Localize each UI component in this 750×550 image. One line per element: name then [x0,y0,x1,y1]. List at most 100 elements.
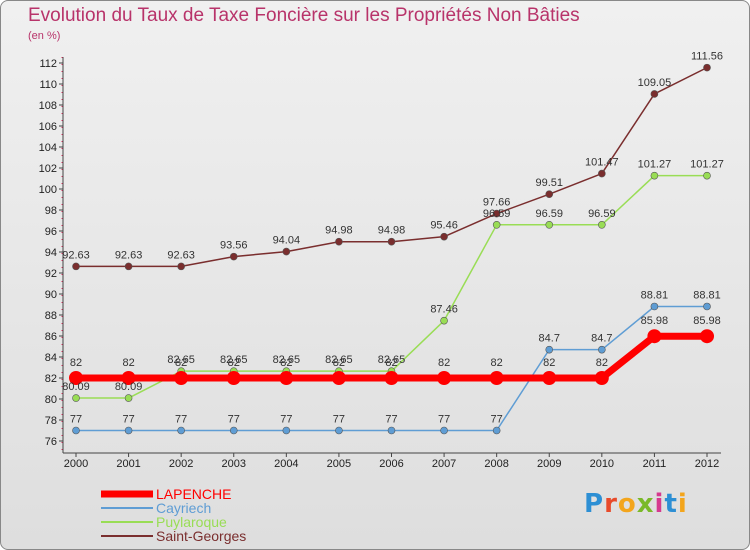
data-label: 111.56 [691,51,723,63]
x-tick-label: 2003 [222,458,246,470]
data-label: 97.66 [483,197,511,209]
data-label: 95.46 [430,220,458,232]
data-label: 82 [70,357,82,369]
data-point [124,394,133,402]
legend-entry: Puylaroque [156,514,227,530]
data-point [703,63,711,72]
data-point [124,262,133,271]
data-label: 77 [70,414,82,426]
y-tick-label: 100 [39,184,57,196]
data-label: 94.04 [273,235,301,247]
data-point [545,190,554,198]
data-point [703,171,711,180]
data-label: 101.47 [585,157,619,169]
x-tick-label: 2010 [590,458,614,470]
y-tick-label: 106 [39,121,57,133]
data-point [703,302,711,311]
data-point [384,371,399,385]
y-tick-label: 88 [45,310,57,322]
data-label: 77 [122,414,134,426]
x-tick-label: 2012 [695,458,719,470]
data-point [387,237,396,246]
data-label: 109.05 [638,77,672,89]
data-point [545,345,554,354]
data-point [229,252,238,261]
data-point [492,426,501,435]
data-point [437,371,452,385]
data-label: 96.59 [483,208,511,220]
data-label: 82 [333,357,345,369]
y-tick-label: 110 [39,79,57,91]
data-point [440,232,448,241]
data-label: 82.65 [167,354,195,366]
y-tick-label: 92 [45,268,57,280]
data-label: 92.63 [167,249,195,261]
x-tick-label: 2008 [484,458,508,470]
data-point [598,221,606,229]
data-label: 77 [175,414,187,426]
data-label: 77 [228,414,240,426]
data-point [177,426,185,435]
data-label: 77 [438,414,450,426]
y-tick-label: 76 [45,436,57,448]
chart-title: Evolution du Taux de Taxe Foncière sur l… [28,5,580,26]
data-label: 84.7 [539,333,560,345]
data-label: 82.65 [220,354,248,366]
data-point [331,371,346,385]
data-point [226,371,241,385]
x-tick-label: 2009 [537,458,561,470]
data-point [121,371,136,385]
series-lapenche [69,329,714,385]
data-point [440,316,448,325]
data-label: 82 [280,357,292,369]
y-tick-label: 86 [45,331,57,343]
x-tick-label: 2001 [116,458,140,470]
y-tick-label: 84 [45,352,57,364]
data-point [282,426,291,435]
legend-entry: LAPENCHE [156,486,231,502]
data-label: 77 [280,414,292,426]
data-label: 82.65 [325,354,353,366]
proxiti-logo: Proxiti [584,489,688,519]
data-label: 101.27 [638,159,672,171]
x-tick-label: 2011 [643,458,667,470]
x-tick-label: 2005 [327,458,351,470]
data-point [545,221,554,229]
data-label: 96.59 [588,208,616,220]
data-point [489,371,504,385]
data-point [598,169,606,178]
y-tick-label: 108 [39,100,57,112]
data-label: 94.98 [325,225,353,237]
data-point [282,247,291,256]
data-label: 80.09 [115,381,143,393]
x-tick-label: 2002 [169,458,193,470]
x-tick-label: 2004 [274,458,298,470]
data-point [387,426,396,435]
data-point [647,329,662,344]
data-label: 82 [438,357,450,369]
data-label: 82 [596,357,608,369]
data-point [174,371,189,385]
x-tick-label: 2000 [64,458,88,470]
data-label: 88.81 [693,289,721,301]
data-point [440,426,448,435]
data-point [650,302,659,311]
data-point [335,426,343,435]
data-label: 101.27 [690,159,724,171]
y-tick-label: 90 [45,289,57,301]
y-tick-label: 82 [45,373,57,385]
chart-unit: (en %) [28,30,61,42]
y-tick-label: 104 [39,142,57,154]
data-point [650,171,659,180]
data-label: 99.51 [535,177,563,189]
data-label: 92.63 [62,249,90,261]
data-point [177,262,185,271]
data-point [700,329,714,344]
axes: 76 78 80 82 84 86 88 90 92 94 96 98 100 102 104 106 108 1… [39,57,721,470]
data-label: 92.63 [115,249,143,261]
y-tick-label: 98 [45,205,57,217]
data-label: 94.98 [378,225,406,237]
